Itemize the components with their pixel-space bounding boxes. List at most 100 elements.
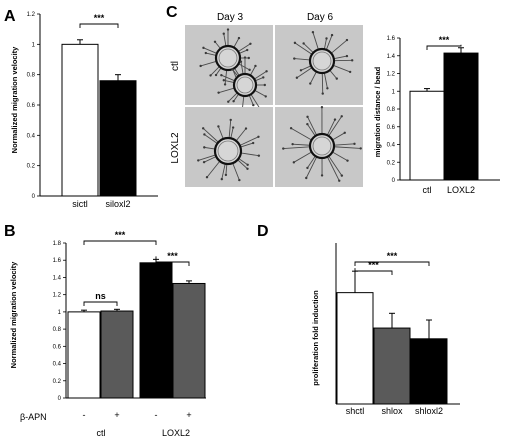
cell-tip (293, 41, 297, 45)
cell-sprout (230, 127, 234, 139)
cell-tip (338, 179, 341, 182)
cell-sprout (238, 49, 248, 54)
chart-a-y-tick-label: 0.6 (27, 103, 36, 109)
chart-d-significance-bracket (354, 268, 393, 275)
bead (213, 136, 243, 166)
cell-tip (201, 127, 205, 130)
micrograph-row-ctl-label: ctl (170, 61, 181, 71)
cell-tip (222, 79, 226, 82)
cell-tip (246, 48, 249, 52)
cell-sprout (254, 77, 264, 82)
cell-sprout (332, 132, 345, 141)
chart-b-y-tick-label: 0.4 (53, 362, 62, 368)
cell-sprout (225, 163, 228, 175)
chart-d: proliferation fold induction shctl shlox s… (311, 243, 460, 416)
cell-tip (205, 176, 209, 179)
cell-tip (203, 133, 206, 136)
chart-a-y-tick-label: 0.8 (27, 73, 36, 79)
cell-tip (244, 127, 248, 130)
cell-sprout (221, 74, 236, 82)
cell-tip (306, 122, 309, 126)
cell-tip (204, 51, 208, 55)
cell-tip (309, 82, 312, 85)
cell-sprout (240, 61, 244, 75)
bead (214, 44, 242, 72)
cell-sprout (203, 156, 217, 163)
cell-tip (320, 106, 324, 109)
chart-a-bar (99, 80, 137, 197)
panel-letter-c: C (166, 4, 178, 21)
cell-sprout (238, 63, 250, 71)
chart-b-category-label: + (114, 410, 119, 420)
cell-sprout (200, 60, 217, 67)
chart-a-significance-label: *** (94, 13, 105, 23)
cell-sprout (254, 89, 266, 97)
cell-sprout (204, 134, 218, 144)
chart-b-y-tick-label: 0 (58, 396, 62, 402)
cell-tip (239, 60, 243, 63)
chart-c-y-axis-label: migration distance / bead (373, 66, 382, 157)
cell-sprout (228, 119, 232, 139)
chart-c-significance-label: *** (439, 35, 450, 45)
chart-d-category-label: shctl (346, 406, 365, 416)
cell-tip (227, 100, 230, 103)
chart-b-y-tick-label: 1.6 (53, 258, 62, 264)
cell-tip (223, 83, 227, 86)
chart-b-category-label: - (83, 410, 86, 420)
chart-b-y-tick-label: 0.6 (53, 344, 62, 350)
chart-c-category-label: ctl (423, 185, 432, 195)
chart-b-significance-bracket (155, 256, 190, 266)
chart-b-y-tick-label: 1 (58, 310, 62, 316)
cell-sprout (240, 142, 254, 148)
cell-sprout (305, 156, 318, 179)
cell-tip (226, 28, 230, 31)
cell-tip (359, 147, 362, 150)
cell-sprout (290, 127, 312, 141)
chart-d-category-label: shlox (381, 406, 403, 416)
cell-sprout (296, 67, 313, 79)
cell-tip (264, 95, 267, 98)
chart-b-significance-label: ns (95, 291, 106, 301)
cell-sprout (328, 116, 343, 137)
cell-sprout (223, 33, 227, 47)
cell-tip (292, 161, 296, 164)
cell-tip (238, 178, 241, 182)
chart-b-bar (172, 282, 206, 399)
cell-sprout (333, 55, 348, 60)
cell-sprout (248, 94, 254, 106)
chart-b: Normalized migration velocity β-APN ctl … (9, 230, 206, 438)
cell-tip (246, 163, 249, 166)
panel-letter-b: B (4, 223, 16, 240)
cell-tip (222, 32, 225, 35)
cell-sprout (215, 67, 222, 76)
cell-tip (348, 70, 352, 74)
cell-sprout (325, 34, 333, 50)
chart-a-y-tick-label: 0 (32, 194, 36, 200)
cell-sprout (294, 58, 311, 61)
chart-b-category-label: + (186, 410, 191, 420)
chart-a-y-tick-label: 1 (32, 42, 36, 48)
cell-sprout (235, 128, 247, 142)
cell-sprout (210, 66, 220, 76)
chart-a-y-tick-label: 0.2 (27, 164, 36, 170)
chart-c-y-tick-label: 0.6 (387, 125, 396, 131)
cell-sprout (239, 136, 259, 146)
chart-b-bar (67, 311, 101, 399)
chart-c-y-tick-label: 1.4 (387, 54, 396, 60)
chart-b-y-tick-label: 1.8 (53, 241, 62, 247)
cell-sprout (323, 72, 328, 89)
cell-tip (246, 167, 249, 171)
cell-tip (305, 176, 308, 180)
chart-b-group-label-loxl2: LOXL2 (162, 428, 190, 438)
cell-tip (257, 135, 260, 139)
chart-d-bar (336, 292, 374, 405)
cell-tip (217, 125, 220, 128)
micrograph-day-3-label: Day 3 (217, 12, 244, 23)
cell-tip (220, 74, 223, 77)
cell-tip (252, 103, 255, 107)
chart-c-bar (443, 52, 479, 181)
cell-sprout (218, 87, 235, 94)
chart-a-y-axis-label: Normalized migration velocity (10, 46, 19, 154)
cell-tip (237, 36, 241, 40)
cell-sprout (254, 70, 267, 80)
